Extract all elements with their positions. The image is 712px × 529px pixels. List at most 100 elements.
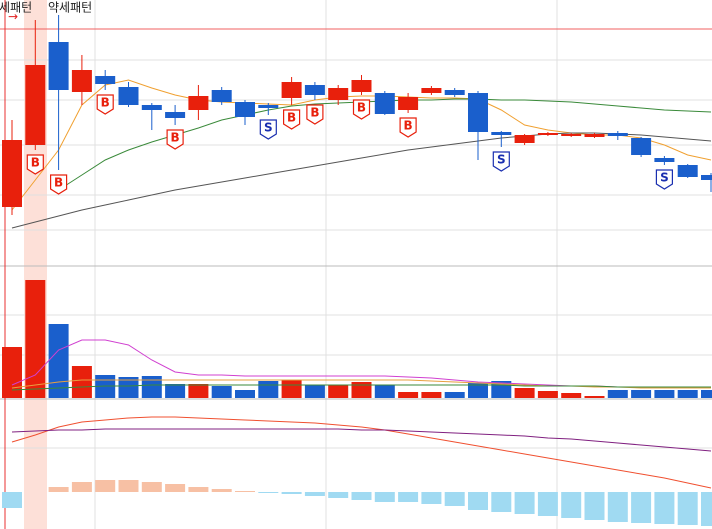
bar bbox=[211, 386, 232, 398]
candle-body bbox=[444, 90, 465, 95]
bar bbox=[584, 396, 605, 398]
bar bbox=[374, 492, 395, 502]
candle-body bbox=[398, 97, 419, 110]
bar bbox=[71, 366, 92, 398]
bar bbox=[328, 492, 349, 498]
candle-body bbox=[258, 105, 279, 108]
bar bbox=[351, 382, 372, 398]
bar bbox=[351, 492, 372, 500]
bar bbox=[654, 390, 675, 398]
bar bbox=[561, 393, 582, 398]
candle-body bbox=[351, 80, 372, 92]
signal-box bbox=[96, 94, 114, 115]
bar bbox=[71, 482, 92, 492]
bar bbox=[141, 376, 162, 398]
signal-box bbox=[259, 119, 277, 140]
bar bbox=[165, 484, 186, 492]
signal-label: B bbox=[287, 111, 296, 125]
candle-body bbox=[374, 93, 395, 114]
line bbox=[11, 428, 712, 452]
candle-body bbox=[537, 133, 558, 135]
pattern-label: 약세패턴 bbox=[0, 0, 32, 15]
bar bbox=[235, 491, 255, 492]
bar bbox=[235, 390, 255, 398]
signal-label: B bbox=[171, 131, 180, 145]
bar bbox=[468, 492, 488, 510]
candle-body bbox=[304, 85, 325, 95]
signal-label: S bbox=[264, 121, 273, 135]
candle-body bbox=[584, 134, 605, 137]
bar bbox=[281, 380, 302, 398]
bar bbox=[537, 492, 558, 516]
candle-body bbox=[25, 65, 46, 145]
bar bbox=[421, 392, 442, 398]
signal-label: B bbox=[101, 96, 110, 110]
bar bbox=[188, 384, 209, 398]
bar bbox=[281, 492, 302, 494]
bar bbox=[514, 492, 535, 514]
candle-body bbox=[607, 133, 628, 136]
candle-body bbox=[281, 82, 302, 98]
candle-body bbox=[468, 93, 488, 132]
bar bbox=[607, 390, 628, 398]
bar bbox=[374, 385, 395, 398]
pattern-label: 약세패턴 bbox=[48, 0, 92, 15]
bar bbox=[701, 492, 712, 526]
bar bbox=[421, 492, 442, 504]
candle-body bbox=[654, 158, 675, 162]
bar bbox=[118, 377, 139, 398]
bar bbox=[677, 390, 698, 398]
bar bbox=[165, 384, 186, 398]
bar bbox=[328, 385, 349, 398]
candle-body bbox=[701, 175, 712, 180]
bar bbox=[444, 392, 465, 398]
bar bbox=[398, 392, 419, 398]
signal-box bbox=[655, 169, 673, 190]
bar bbox=[677, 492, 698, 525]
candle-body bbox=[561, 134, 582, 136]
bar bbox=[654, 492, 675, 524]
signal-box bbox=[166, 129, 184, 150]
bar bbox=[258, 381, 279, 398]
line bbox=[11, 416, 712, 489]
signal-label: B bbox=[357, 101, 366, 115]
signal-label: S bbox=[660, 171, 669, 185]
candle-body bbox=[118, 87, 139, 105]
bar bbox=[304, 492, 325, 496]
signal-box bbox=[352, 99, 371, 120]
bar bbox=[631, 390, 652, 398]
bar bbox=[141, 482, 162, 492]
bar bbox=[304, 385, 325, 398]
candle-body bbox=[188, 96, 209, 110]
candle-body bbox=[491, 132, 512, 135]
candle-body bbox=[235, 102, 255, 117]
bar bbox=[491, 492, 512, 512]
candle-body bbox=[71, 70, 92, 92]
bar bbox=[398, 492, 419, 502]
bar bbox=[118, 480, 139, 492]
candle-body bbox=[677, 165, 698, 177]
candle-body bbox=[165, 112, 186, 118]
signal-label: B bbox=[310, 106, 319, 120]
candle-body bbox=[211, 90, 232, 102]
signal-box bbox=[399, 117, 417, 138]
bar bbox=[701, 390, 712, 398]
bar bbox=[561, 492, 582, 518]
signal-box bbox=[26, 154, 44, 175]
signal-box bbox=[50, 174, 68, 195]
bar bbox=[584, 492, 605, 520]
candle-body bbox=[514, 135, 535, 143]
signal-box bbox=[283, 109, 301, 130]
bar bbox=[607, 492, 628, 522]
bar bbox=[188, 487, 209, 492]
bar bbox=[2, 492, 22, 508]
bar bbox=[2, 347, 22, 398]
signal-label: B bbox=[54, 176, 63, 190]
bar bbox=[631, 492, 652, 523]
candle-body bbox=[2, 140, 22, 207]
bar bbox=[514, 388, 535, 398]
signal-label: S bbox=[497, 153, 506, 167]
candle-body bbox=[421, 88, 442, 93]
